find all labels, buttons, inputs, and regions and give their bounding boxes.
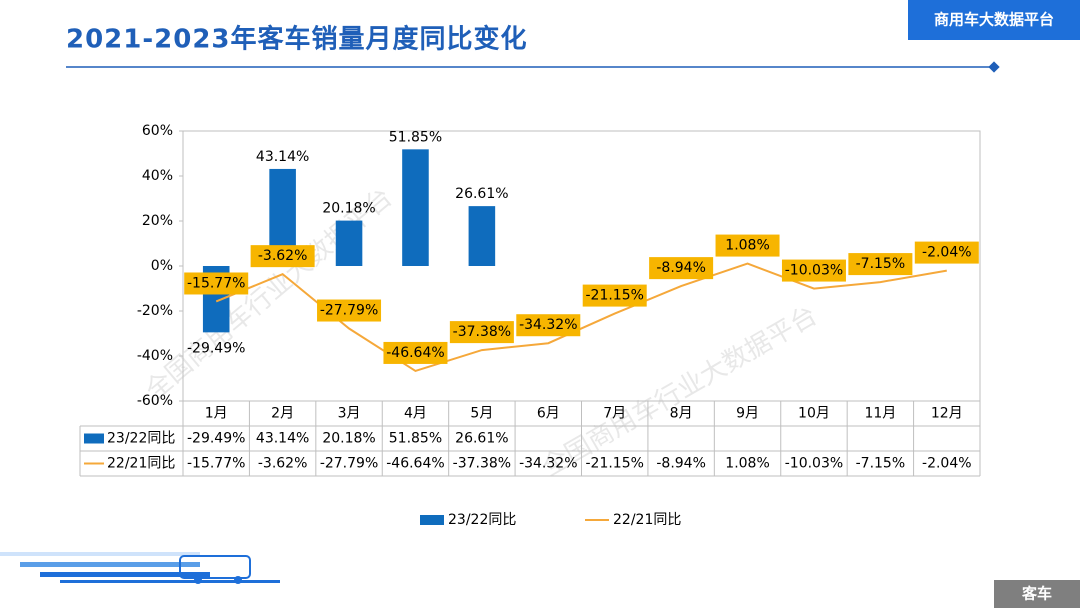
y-tick-label: 60%	[142, 123, 173, 139]
x-tick-label: 7月	[603, 406, 626, 422]
data-label: 20.18%	[322, 201, 375, 217]
brand: 商用车大数据平台	[934, 11, 1054, 29]
data-label-box	[317, 299, 382, 322]
table-cell: -8.94%	[656, 456, 706, 472]
table-cell: -27.79%	[320, 456, 378, 472]
legend-label: 22/21同比	[613, 512, 681, 528]
table-cell: 1.08%	[725, 456, 769, 472]
x-tick-label: 9月	[736, 406, 759, 422]
data-label: -15.77%	[187, 275, 245, 291]
data-label-box	[848, 253, 913, 276]
data-label: 26.61%	[455, 186, 508, 202]
table-cell: -10.03%	[785, 456, 843, 472]
bar	[468, 206, 496, 266]
table-cell: -46.64%	[386, 456, 444, 472]
data-label: -2.04%	[922, 245, 972, 261]
truck-decoration	[0, 552, 280, 584]
data-label-box	[250, 245, 315, 268]
data-label: 1.08%	[725, 238, 769, 254]
bar	[402, 149, 429, 266]
x-tick-label: 1月	[205, 406, 228, 422]
data-label: -8.94%	[656, 260, 706, 276]
table-cell: 20.18%	[322, 431, 375, 447]
footer-box	[994, 580, 1080, 608]
y-tick-label: 0%	[151, 258, 173, 274]
data-label-box	[383, 341, 448, 364]
data-label: -7.15%	[856, 256, 906, 272]
legend-label: 23/22同比	[448, 512, 516, 528]
data-label-box	[715, 234, 780, 257]
table-cell: -7.15%	[856, 456, 906, 472]
data-label-box	[914, 241, 979, 264]
brand-box	[908, 0, 1080, 40]
table-cell: 51.85%	[389, 431, 442, 447]
table-cell: -21.15%	[585, 456, 643, 472]
legend-key	[420, 515, 444, 525]
data-label: -27.79%	[320, 303, 378, 319]
y-tick-label: 40%	[142, 168, 173, 184]
x-tick-label: 8月	[670, 406, 693, 422]
data-label-box	[184, 272, 249, 295]
table-cell: -3.62%	[258, 456, 308, 472]
data-label: -37.38%	[453, 324, 511, 340]
table-legend-key	[84, 433, 104, 444]
table-cell: -37.38%	[453, 456, 511, 472]
table-cell: 26.61%	[455, 431, 508, 447]
table-cell: 43.14%	[256, 431, 309, 447]
data-label: -21.15%	[585, 288, 643, 304]
data-label: -29.49%	[187, 340, 245, 356]
table-cell: -15.77%	[187, 456, 245, 472]
table-series-name: 23/22同比	[107, 431, 175, 447]
x-tick-label: 10月	[798, 406, 830, 422]
data-label: 43.14%	[256, 149, 309, 165]
data-label: -46.64%	[386, 345, 444, 361]
y-tick-label: 20%	[142, 213, 173, 229]
y-tick-label: -40%	[137, 348, 173, 364]
data-label-box	[516, 314, 581, 337]
data-label-box	[582, 284, 647, 307]
y-tick-label: -60%	[137, 393, 173, 409]
data-label-box	[781, 259, 846, 282]
table-cell: -2.04%	[922, 456, 972, 472]
data-label: -10.03%	[785, 263, 843, 279]
table-series-name: 22/21同比	[107, 456, 175, 472]
data-label: 51.85%	[389, 129, 442, 145]
data-label: -34.32%	[519, 317, 577, 333]
x-tick-label: 12月	[931, 406, 963, 422]
rule-diamond	[988, 61, 1000, 73]
x-tick-label: 3月	[338, 406, 361, 422]
data-label-box	[649, 257, 714, 280]
x-tick-label: 5月	[470, 406, 493, 422]
table-cell: -29.49%	[187, 431, 245, 447]
x-tick-label: 2月	[271, 406, 294, 422]
x-tick-label: 11月	[864, 406, 896, 422]
x-tick-label: 4月	[404, 406, 427, 422]
bar	[335, 220, 363, 266]
x-tick-label: 6月	[537, 406, 560, 422]
footer-tag: 客车	[1021, 585, 1052, 603]
data-label: -3.62%	[258, 248, 308, 264]
table-cell: -34.32%	[519, 456, 577, 472]
y-tick-label: -20%	[137, 303, 173, 319]
chart-title: 2021-2023年客车销量月度同比变化	[66, 24, 528, 55]
data-label-box	[449, 321, 514, 344]
